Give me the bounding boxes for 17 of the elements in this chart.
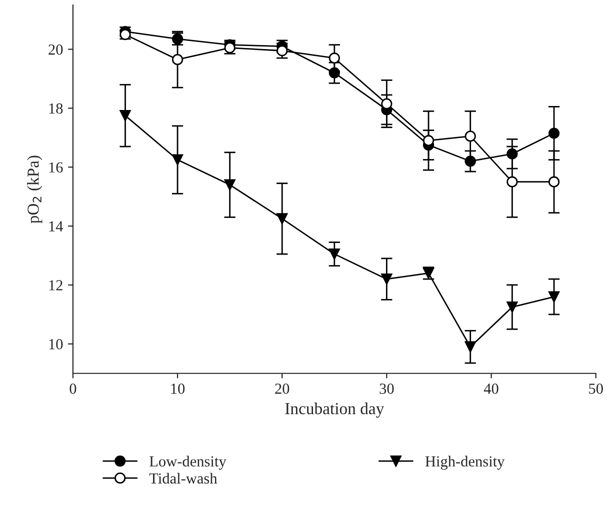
legend-label: High-density <box>425 456 505 470</box>
x-tick-label: 0 <box>70 384 76 394</box>
x-tick-label: 20 <box>275 384 290 394</box>
y-axis-title: pO$_{2}$ (kPa) <box>27 156 42 224</box>
y-tick-label: 12 <box>49 280 62 290</box>
x-tick-label: 30 <box>380 384 394 394</box>
y-tick-label: 20 <box>48 44 63 55</box>
x-tick-label: 10 <box>171 384 185 394</box>
x-tick-label: 50 <box>589 384 603 394</box>
y-tick-label: 16 <box>49 162 63 173</box>
y-tick-label: 10 <box>49 339 63 350</box>
x-axis-title: Incubation day <box>285 402 384 418</box>
y-tick-label: 14 <box>49 221 63 232</box>
legend-label: Low-density <box>150 456 226 470</box>
y-tick-label: 18 <box>49 103 63 114</box>
x-tick-label: 40 <box>484 384 498 394</box>
legend-label: Tidal-wash <box>149 472 218 484</box>
